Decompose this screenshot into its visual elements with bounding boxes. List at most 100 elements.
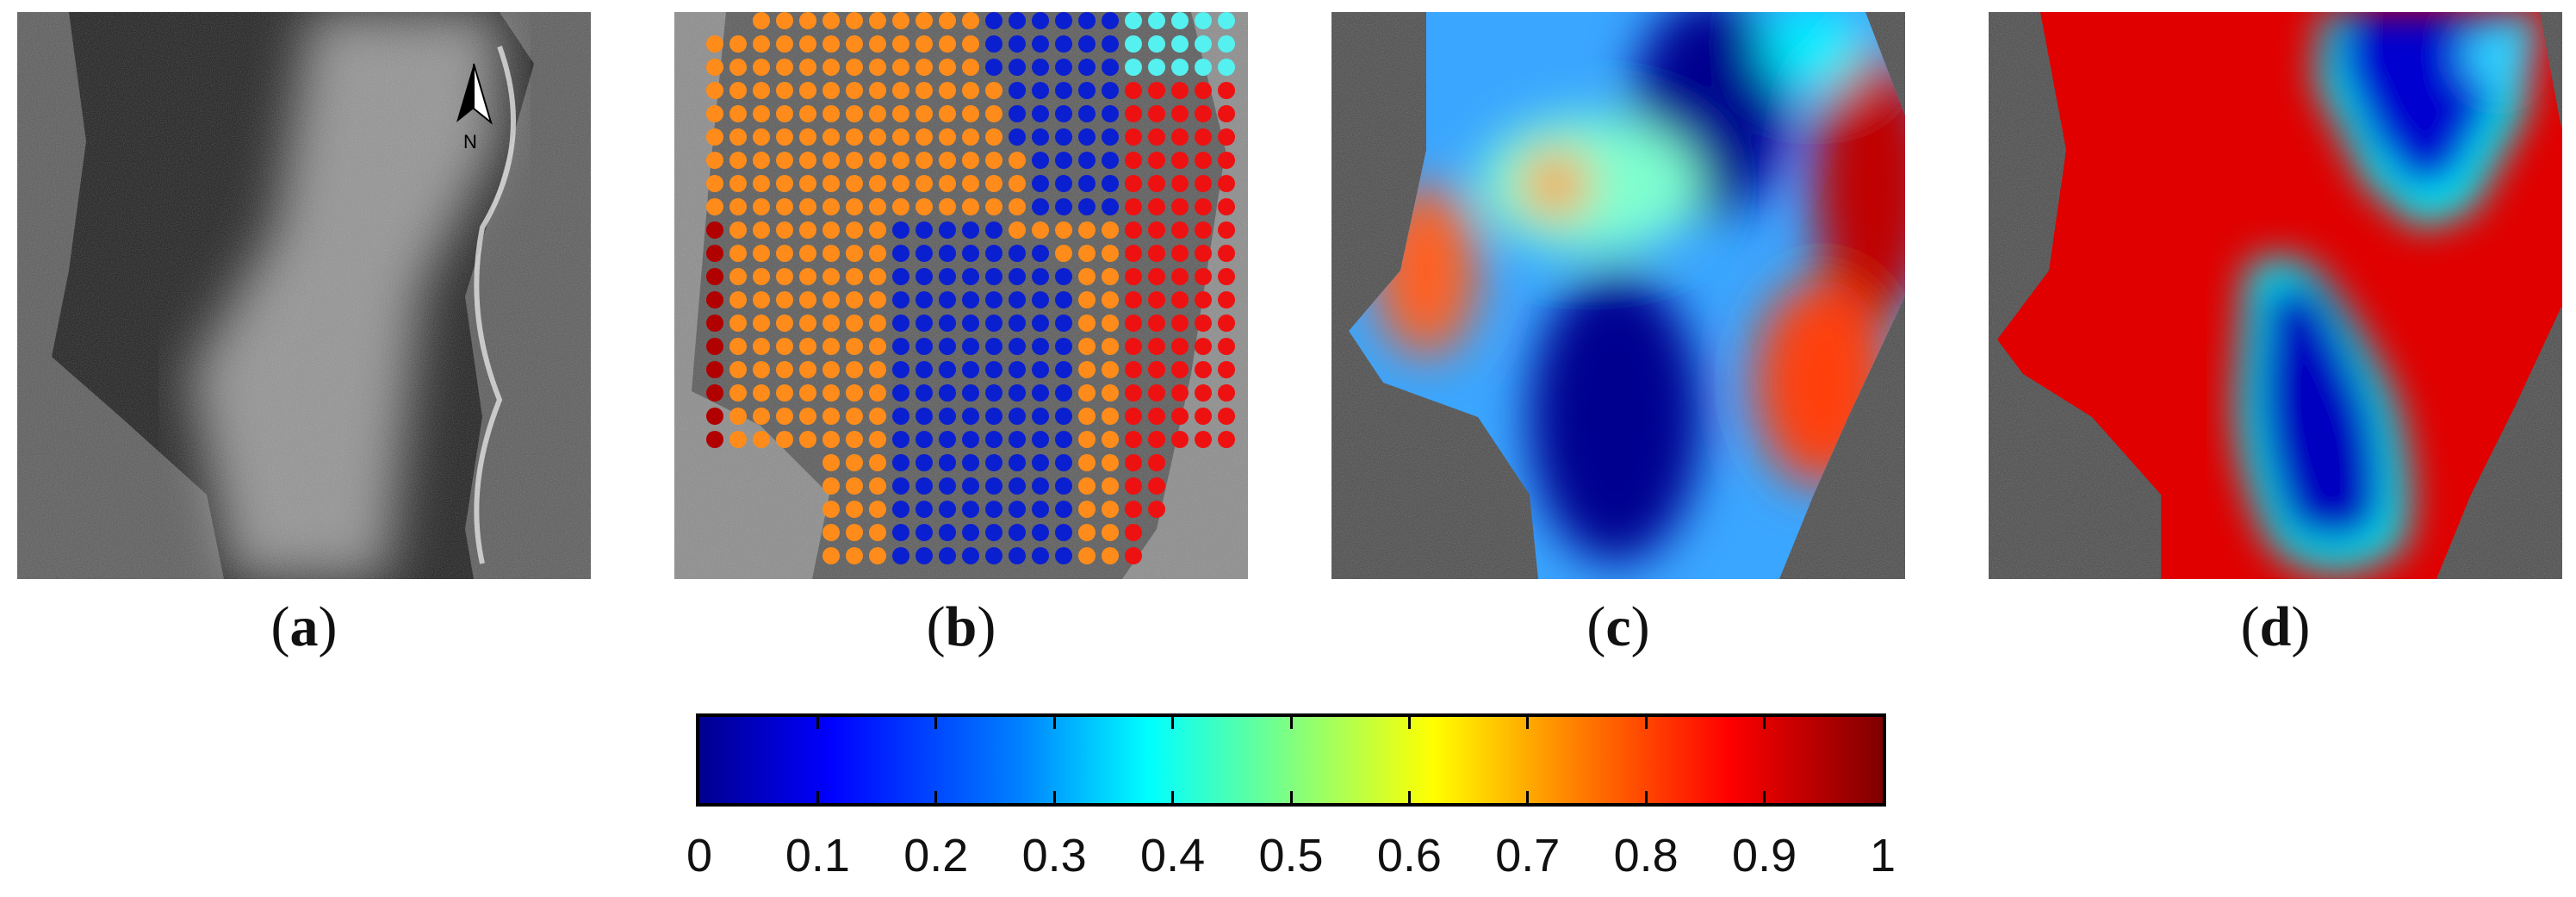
sample-point — [985, 524, 1002, 541]
sample-point — [706, 152, 723, 169]
sample-point — [1032, 198, 1049, 215]
sample-point — [869, 477, 886, 495]
sample-point — [846, 291, 863, 308]
sample-point — [869, 245, 886, 262]
sample-point — [939, 128, 956, 146]
sample-point — [985, 361, 1002, 378]
sample-point — [729, 82, 747, 99]
sample-point — [869, 128, 886, 146]
sample-point — [939, 59, 956, 76]
sample-point — [753, 431, 770, 448]
sample-point — [822, 501, 840, 518]
sample-point — [869, 59, 886, 76]
sample-point — [1125, 291, 1142, 308]
sample-point — [1102, 338, 1119, 355]
sample-point — [939, 291, 956, 308]
sample-point — [753, 128, 770, 146]
sample-point — [706, 291, 723, 308]
sample-point — [1148, 198, 1165, 215]
sample-point — [1032, 454, 1049, 471]
sample-point — [846, 152, 863, 169]
sample-point — [1102, 454, 1119, 471]
colorbar-tick-mark — [816, 717, 819, 729]
colorbar-tick-label: 0.7 — [1495, 830, 1561, 881]
sample-point — [1171, 82, 1189, 99]
sample-point — [1055, 12, 1072, 29]
sample-point — [1032, 245, 1049, 262]
north-arrow-label: N — [463, 131, 477, 153]
sample-point — [1009, 152, 1026, 169]
sample-point — [985, 547, 1002, 564]
sample-point — [822, 361, 840, 378]
sample-point — [729, 268, 747, 285]
colorbar-tick-mark — [1526, 717, 1530, 729]
sample-point — [1055, 221, 1072, 239]
sample-point — [799, 198, 816, 215]
sample-point — [776, 431, 793, 448]
sample-point — [1078, 59, 1096, 76]
sample-point — [753, 291, 770, 308]
sample-point — [1125, 361, 1142, 378]
sample-point — [1009, 291, 1026, 308]
sample-point — [985, 152, 1002, 169]
sample-point — [1125, 152, 1142, 169]
sample-point — [1009, 315, 1026, 332]
sample-point — [706, 175, 723, 192]
sample-point — [1218, 338, 1235, 355]
sample-point — [822, 315, 840, 332]
sample-point — [822, 245, 840, 262]
sample-point — [1102, 384, 1119, 402]
sample-point — [985, 268, 1002, 285]
sample-point — [1195, 82, 1212, 99]
sample-point — [776, 152, 793, 169]
sample-point — [892, 35, 909, 53]
sample-point — [1125, 315, 1142, 332]
sample-point — [892, 245, 909, 262]
sample-point — [1055, 547, 1072, 564]
colorbar-tick-mark — [1644, 791, 1648, 803]
sample-point — [706, 268, 723, 285]
sample-point — [985, 105, 1002, 122]
sample-point — [1078, 152, 1096, 169]
sample-point — [962, 291, 979, 308]
sample-point — [939, 245, 956, 262]
sample-point — [729, 128, 747, 146]
sample-point — [753, 408, 770, 425]
sample-point — [1125, 59, 1142, 76]
sample-point — [1078, 105, 1096, 122]
sample-point — [1009, 408, 1026, 425]
sample-point — [869, 338, 886, 355]
sample-point — [753, 361, 770, 378]
sample-point — [962, 105, 979, 122]
sample-point — [1171, 384, 1189, 402]
panel-b-sample-points — [674, 12, 1248, 579]
sample-point — [1032, 12, 1049, 29]
sample-point — [822, 82, 840, 99]
sample-point — [1171, 59, 1189, 76]
sample-point — [939, 454, 956, 471]
sample-point — [822, 291, 840, 308]
sample-point — [939, 384, 956, 402]
sample-point — [846, 384, 863, 402]
sample-point — [846, 175, 863, 192]
sample-point — [729, 315, 747, 332]
sample-point — [1078, 524, 1096, 541]
sample-point — [1125, 547, 1142, 564]
sample-point — [916, 384, 933, 402]
sample-point — [729, 175, 747, 192]
sample-point — [985, 245, 1002, 262]
sample-point — [1032, 477, 1049, 495]
sample-point — [962, 384, 979, 402]
sample-point — [846, 431, 863, 448]
sample-point — [1195, 291, 1212, 308]
sample-point — [939, 175, 956, 192]
colorbar-tick-mark — [1289, 791, 1293, 803]
sample-point — [1009, 221, 1026, 239]
sample-point — [846, 12, 863, 29]
sample-point — [1148, 105, 1165, 122]
sample-point — [799, 221, 816, 239]
sample-point — [1102, 128, 1119, 146]
sample-point — [729, 361, 747, 378]
sample-point — [1032, 501, 1049, 518]
sample-point — [776, 338, 793, 355]
